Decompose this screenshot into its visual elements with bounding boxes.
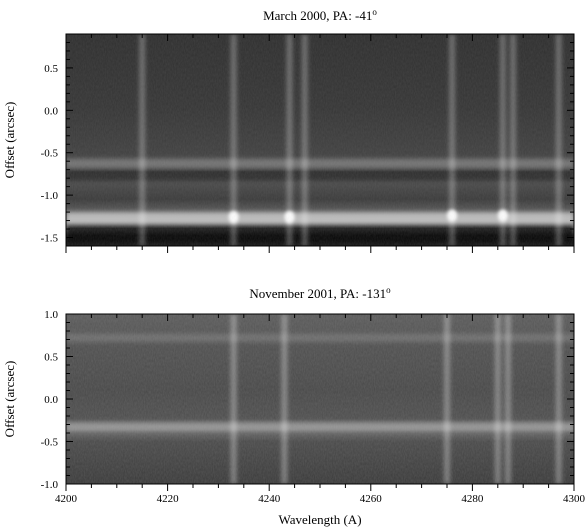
- x-tick-label: 4200: [55, 493, 78, 505]
- y-tick-label: 0.5: [44, 63, 58, 75]
- y-tick-label: 0.0: [44, 105, 58, 117]
- panel-title: March 2000, PA: -41o: [263, 7, 377, 23]
- x-tick-label: 4240: [258, 493, 281, 505]
- y-tick-label: -1.5: [41, 233, 59, 245]
- y-axis-label: Offset (arcsec): [2, 102, 17, 179]
- x-tick-label: 4260: [360, 493, 383, 505]
- panel-march-2000: March 2000, PA: -41o 0.50.0-0.5-1.0-1.5 …: [2, 7, 575, 253]
- x-tick-label: 4300: [563, 493, 585, 505]
- y-tick-label: 0.0: [44, 394, 58, 406]
- y-tick-label: -0.5: [41, 437, 59, 449]
- y-tick-label: 1.0: [44, 309, 58, 321]
- y-axis-label: Offset (arcsec): [2, 361, 17, 438]
- x-tick-label: 4220: [157, 493, 180, 505]
- y-tick-label: -1.0: [41, 479, 59, 491]
- panel-november-2001: November 2001, PA: -131o 4200 4220 4240 426…: [2, 285, 585, 527]
- x-axis-label: Wavelength (A): [278, 512, 361, 527]
- spectrum-image: [66, 34, 574, 246]
- y-tick-label: -1.0: [41, 190, 59, 202]
- x-tick-label: 4280: [461, 493, 484, 505]
- panel-title: November 2001, PA: -131o: [249, 285, 391, 301]
- y-tick-label: -0.5: [41, 148, 59, 160]
- y-tick-label: 0.5: [44, 352, 58, 364]
- spectrum-image: [66, 314, 574, 484]
